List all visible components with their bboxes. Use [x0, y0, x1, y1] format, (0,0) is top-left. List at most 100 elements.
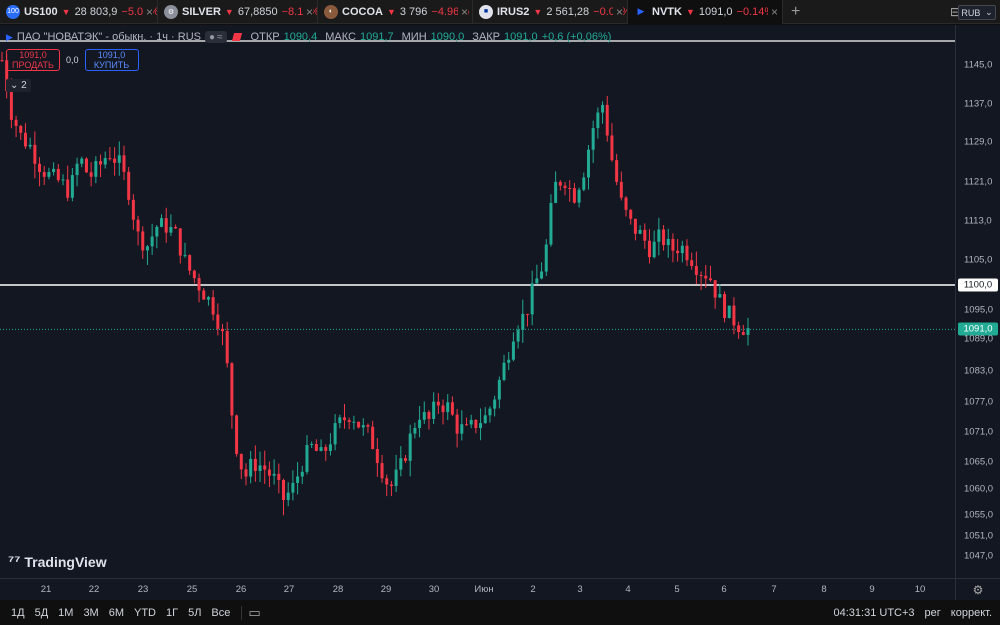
candle-body: [333, 423, 337, 445]
candle-body: [244, 469, 248, 477]
indicators-collapse-button[interactable]: ⌄ 2: [6, 79, 31, 92]
time-tick-label: 5: [674, 584, 680, 595]
tab-irus2[interactable]: ■ IRUS2 ▼ 2 561,28 −0.05% ×: [473, 0, 628, 24]
add-tab-button[interactable]: +: [791, 2, 801, 20]
candle-body: [113, 158, 117, 163]
candle-body: [629, 209, 633, 219]
date-range-icon[interactable]: ▭: [248, 604, 261, 620]
market-status-icon: [231, 33, 242, 41]
open-value: 1090,4: [283, 31, 318, 43]
timeframe-5Д[interactable]: 5Д: [34, 606, 49, 619]
chevron-down-icon: ⌄: [10, 80, 19, 91]
candle-body: [676, 250, 680, 254]
timeframe-1Г[interactable]: 1Г: [166, 606, 179, 619]
timeframe-YTD[interactable]: YTD: [134, 606, 156, 619]
candle-body: [296, 476, 300, 483]
symbol-badge-icon: ■: [479, 4, 493, 19]
close-tab-icon[interactable]: ×: [457, 4, 468, 19]
indicator-pill[interactable]: ● ≈: [205, 31, 227, 43]
tab-cocoa[interactable]: ◐ COCOA ▼ 3 796 −4.96% ×: [318, 0, 473, 24]
candle-body: [249, 458, 253, 477]
currency-selector[interactable]: RUB ⌄: [958, 5, 996, 20]
timeframe-6М[interactable]: 6М: [108, 606, 124, 619]
candle-body: [601, 104, 605, 113]
candle-body: [286, 492, 290, 501]
price-tick-label: 1137,0: [964, 98, 993, 110]
timeframe-1М[interactable]: 1М: [58, 606, 74, 619]
session-toggle[interactable]: рег: [924, 606, 941, 619]
time-tick-label: 3: [577, 584, 583, 595]
candle-body: [28, 144, 32, 147]
candle-body: [70, 175, 74, 198]
timeframe-1Д[interactable]: 1Д: [11, 606, 25, 619]
tab-nvtk[interactable]: ▶ NVTK ▼ 1091,0 −0.14% ×: [628, 0, 783, 24]
time-tick-label: 23: [137, 584, 149, 595]
settings-gear-icon[interactable]: ⚙: [955, 578, 1000, 600]
close-tab-icon[interactable]: ×: [767, 4, 778, 19]
clock[interactable]: 04:31:31 UTC+3: [833, 606, 915, 619]
candle-body: [596, 112, 600, 129]
candle-body: [108, 158, 112, 160]
candle-body: [418, 419, 422, 428]
symbol-badge-icon: 100: [6, 4, 20, 19]
candle-body: [586, 149, 590, 178]
price-axis[interactable]: 1100,0 1091,0 1145,0 1137,0 1129,0 1121,0 11…: [955, 25, 1000, 578]
candle-body: [643, 229, 647, 241]
tab-price: 1091,0: [698, 5, 733, 18]
chevron-down-icon: ⌄: [985, 7, 993, 17]
adjustment-toggle[interactable]: коррект.: [950, 606, 992, 619]
candlestick-chart[interactable]: [0, 25, 955, 578]
symbol-name[interactable]: ПАО "НОВАТЭК" - обыкн. · 1ч · RUS: [16, 31, 201, 43]
close-label: ЗАКР: [472, 31, 501, 43]
candle-body: [633, 218, 637, 234]
tab-change: −0.14%: [736, 5, 775, 18]
candle-body: [258, 465, 262, 472]
tab-silver[interactable]: ⚙ SILVER ▼ 67,8850 −8.15% ×: [158, 0, 318, 24]
candle-body: [685, 245, 689, 261]
candle-body: [169, 226, 173, 233]
tab-bar: 100 US100 ▼ 28 803,9 −5.06% × ⚙ SILVER ▼ 67,8850−…: [0, 0, 1000, 24]
candle-body: [291, 482, 295, 493]
candle-body: [488, 408, 492, 416]
buy-button[interactable]: 1091,0 КУПИТЬ: [84, 49, 139, 71]
close-tab-icon[interactable]: ×: [612, 4, 623, 19]
candle-body: [450, 402, 454, 415]
candle-body: [563, 185, 567, 188]
layout-icon[interactable]: ⊟: [949, 5, 960, 19]
tradingview-wordmark: TradingView: [24, 553, 107, 570]
tab-us100[interactable]: 100 US100 ▼ 28 803,9 −5.06% ×: [0, 0, 158, 24]
timeframe-Все[interactable]: Все: [211, 606, 231, 619]
tab-symbol: IRUS2: [497, 5, 530, 18]
candle-body: [328, 444, 332, 451]
candle-body: [0, 60, 4, 62]
candle-body: [493, 399, 497, 409]
sell-button[interactable]: 1091,0 ПРОДАТЬ: [6, 49, 60, 71]
candle-body: [380, 463, 384, 479]
time-tick-label: 30: [428, 584, 440, 595]
candle-body: [324, 447, 328, 451]
collapse-legend-icon[interactable]: ▶: [6, 31, 13, 42]
candle-body: [502, 362, 506, 380]
candle-body: [671, 238, 675, 251]
candle-body: [610, 135, 614, 161]
close-tab-icon[interactable]: ×: [142, 4, 153, 19]
chart-pane[interactable]: ▶ ПАО "НОВАТЭК" - обыкн. · 1ч · RUS ● ≈ О…: [0, 25, 955, 578]
candle-body: [192, 270, 196, 279]
symbol-badge-icon: ◐: [324, 4, 338, 19]
time-tick-label: 9: [869, 584, 875, 595]
tab-price: 3 796: [399, 5, 428, 18]
time-axis[interactable]: 21 22 23 25 26 27 28 29 30 Июн 2 3 4 5 6 7 8 9 10: [0, 578, 955, 600]
timeframe-5Л[interactable]: 5Л: [188, 606, 202, 619]
price-tick-label: 1095,0: [964, 304, 994, 316]
candle-body: [399, 458, 403, 470]
candle-body: [741, 332, 745, 335]
candle-body: [230, 363, 234, 416]
change-value: +0,6 (+0,06%): [541, 31, 612, 43]
currency-label: RUB: [961, 7, 981, 18]
candle-body: [516, 329, 520, 342]
candle-body: [89, 172, 93, 177]
close-tab-icon[interactable]: ×: [302, 4, 313, 19]
timeframe-3М[interactable]: 3М: [83, 606, 99, 619]
price-tick-label: 1113,0: [964, 215, 992, 227]
candle-body: [422, 412, 426, 420]
